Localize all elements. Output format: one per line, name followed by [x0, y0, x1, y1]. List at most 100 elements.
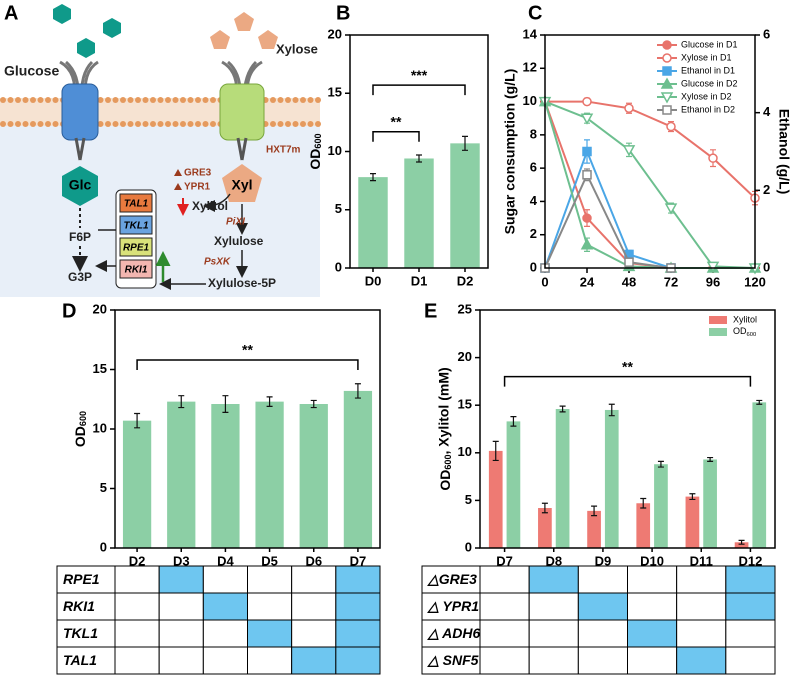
table-cell [577, 646, 628, 675]
table-cell [158, 592, 204, 621]
plot-frame [349, 34, 489, 269]
legend-label: Xylose in D2 [681, 91, 732, 101]
table-row-label: △ YPR1 [427, 598, 479, 614]
bar [538, 508, 552, 548]
marker [662, 40, 672, 50]
bar [685, 496, 700, 548]
f6p-label: F6P [69, 230, 91, 244]
legend-swatch [709, 316, 727, 324]
significance-bracket [372, 130, 420, 142]
significance-label: ** [391, 113, 402, 129]
lipid-head [0, 121, 6, 127]
lipid-head [142, 97, 149, 103]
error-bar [591, 505, 598, 517]
xylulose-5p-label: Xylulose-5P [208, 276, 276, 290]
error-bar [310, 399, 317, 409]
y2-axis-label: Ethanol (g/L) [776, 109, 792, 195]
y-tick-label: 10 [523, 93, 537, 108]
series-line [544, 100, 756, 269]
table-row-label: TAL1 [63, 652, 97, 668]
series-line [544, 150, 672, 269]
table-cell [291, 619, 337, 648]
table-row-label: △ ADH6 [427, 625, 480, 641]
x-tick-label: D6 [305, 553, 322, 568]
lipid-head [307, 97, 314, 103]
y-tick-label: 0 [530, 259, 537, 274]
series-line [545, 100, 756, 199]
bar [404, 158, 434, 268]
lipid-head [180, 97, 186, 103]
lipid-head [105, 97, 111, 103]
bar [299, 404, 328, 548]
table-cell [725, 646, 776, 675]
table-cell [335, 646, 381, 675]
enzyme-label: PiXI [226, 217, 245, 228]
xylulose-label: Xylulose [214, 234, 264, 248]
bar [255, 401, 284, 548]
panel-label: D [62, 300, 76, 322]
y-tick-label: 5 [100, 480, 107, 495]
table-cell [676, 646, 727, 675]
lipid-head [277, 97, 284, 103]
xylose-transporter [219, 83, 265, 141]
xylose-label: Xylose [276, 41, 318, 56]
lipid-head [112, 121, 119, 127]
table-cell [479, 646, 530, 675]
lipid-head [165, 97, 171, 103]
lipid-head [45, 121, 51, 127]
table-cell [479, 565, 530, 594]
table-cell [627, 565, 678, 594]
table-cell [114, 619, 160, 648]
lipid-head [210, 121, 216, 127]
x-tick-label: D7 [350, 553, 367, 568]
cytoplasm [0, 112, 320, 297]
bar [343, 390, 373, 548]
lipid-head [97, 121, 104, 127]
lipid-head [285, 97, 291, 103]
bar [752, 402, 767, 548]
lipid-head [30, 121, 36, 127]
lipid-head [120, 97, 126, 103]
table-cell [577, 592, 628, 621]
table-cell [676, 619, 727, 648]
xylose-icon [258, 30, 278, 49]
y2-tick-label: 4 [763, 104, 771, 119]
lipid-head [22, 121, 29, 127]
bar [636, 503, 651, 548]
panel-label: A [4, 2, 18, 24]
lipid-head [22, 97, 29, 103]
arrow [98, 229, 116, 266]
table-cell [56, 646, 116, 675]
legend-swatch [709, 328, 727, 336]
lipid-head [172, 97, 179, 103]
table-row-label: RPE1 [63, 571, 100, 587]
x-tick-label: 48 [622, 274, 636, 289]
bar [555, 409, 570, 548]
y-tick-label: 2 [530, 226, 537, 241]
lipid-head [187, 97, 194, 103]
lipid-head [300, 97, 306, 103]
lipid-head [135, 121, 141, 127]
table-cell [335, 565, 381, 594]
y-tick-label: 10 [328, 143, 342, 158]
y-tick-label: 25 [458, 301, 472, 316]
gene-box [119, 259, 153, 279]
table-cell [479, 592, 530, 621]
lipid-head [135, 97, 141, 103]
y-tick-label: 0 [335, 259, 342, 274]
table-cell [56, 565, 116, 594]
y-tick-label: 0 [465, 539, 472, 554]
bar [211, 404, 240, 548]
table-row-label: TKL1 [63, 625, 98, 641]
transport-path [59, 60, 99, 101]
x-tick-label: D0 [365, 273, 382, 288]
y-tick-label: 15 [93, 361, 107, 376]
xylitol-label: Xylitol [192, 199, 228, 213]
table-cell [627, 592, 678, 621]
table-cell [291, 565, 337, 594]
table-cell [56, 592, 116, 621]
y-tick-label: 20 [328, 26, 342, 41]
glucose-transporter [61, 83, 99, 141]
table-cell [114, 592, 160, 621]
error-bar [608, 403, 615, 417]
